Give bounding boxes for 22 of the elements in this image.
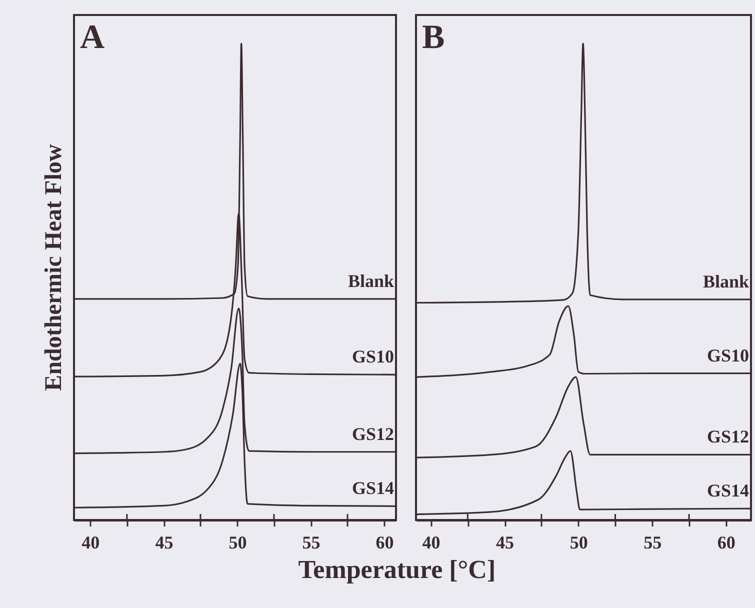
x-tick-label: 45	[496, 532, 514, 552]
x-axis-title: Temperature [°C]	[298, 555, 496, 584]
series-label: GS10	[706, 345, 749, 366]
series-label: GS14	[706, 480, 749, 501]
x-tick-label: 55	[644, 532, 662, 552]
x-tick-label: 50	[228, 532, 247, 552]
series-label: Blank	[702, 271, 749, 292]
x-tick-label: 55	[302, 532, 320, 552]
x-tick-label: 40	[422, 532, 440, 552]
x-tick-label: 50	[570, 532, 588, 552]
chart-title: B	[422, 19, 445, 56]
series-label: GS14	[352, 478, 394, 498]
chart-title: A	[80, 19, 105, 56]
series-label: Blank	[348, 270, 394, 291]
x-tick-label: 40	[82, 532, 100, 552]
x-tick-label: 60	[376, 532, 394, 552]
series-label: GS12	[706, 426, 749, 447]
y-axis-title: Endothermic Heat Flow	[41, 144, 67, 391]
x-tick-label: 60	[717, 532, 736, 552]
series-label: GS10	[352, 346, 394, 367]
x-tick-label: 45	[155, 532, 174, 552]
series-label: GS12	[352, 424, 394, 444]
